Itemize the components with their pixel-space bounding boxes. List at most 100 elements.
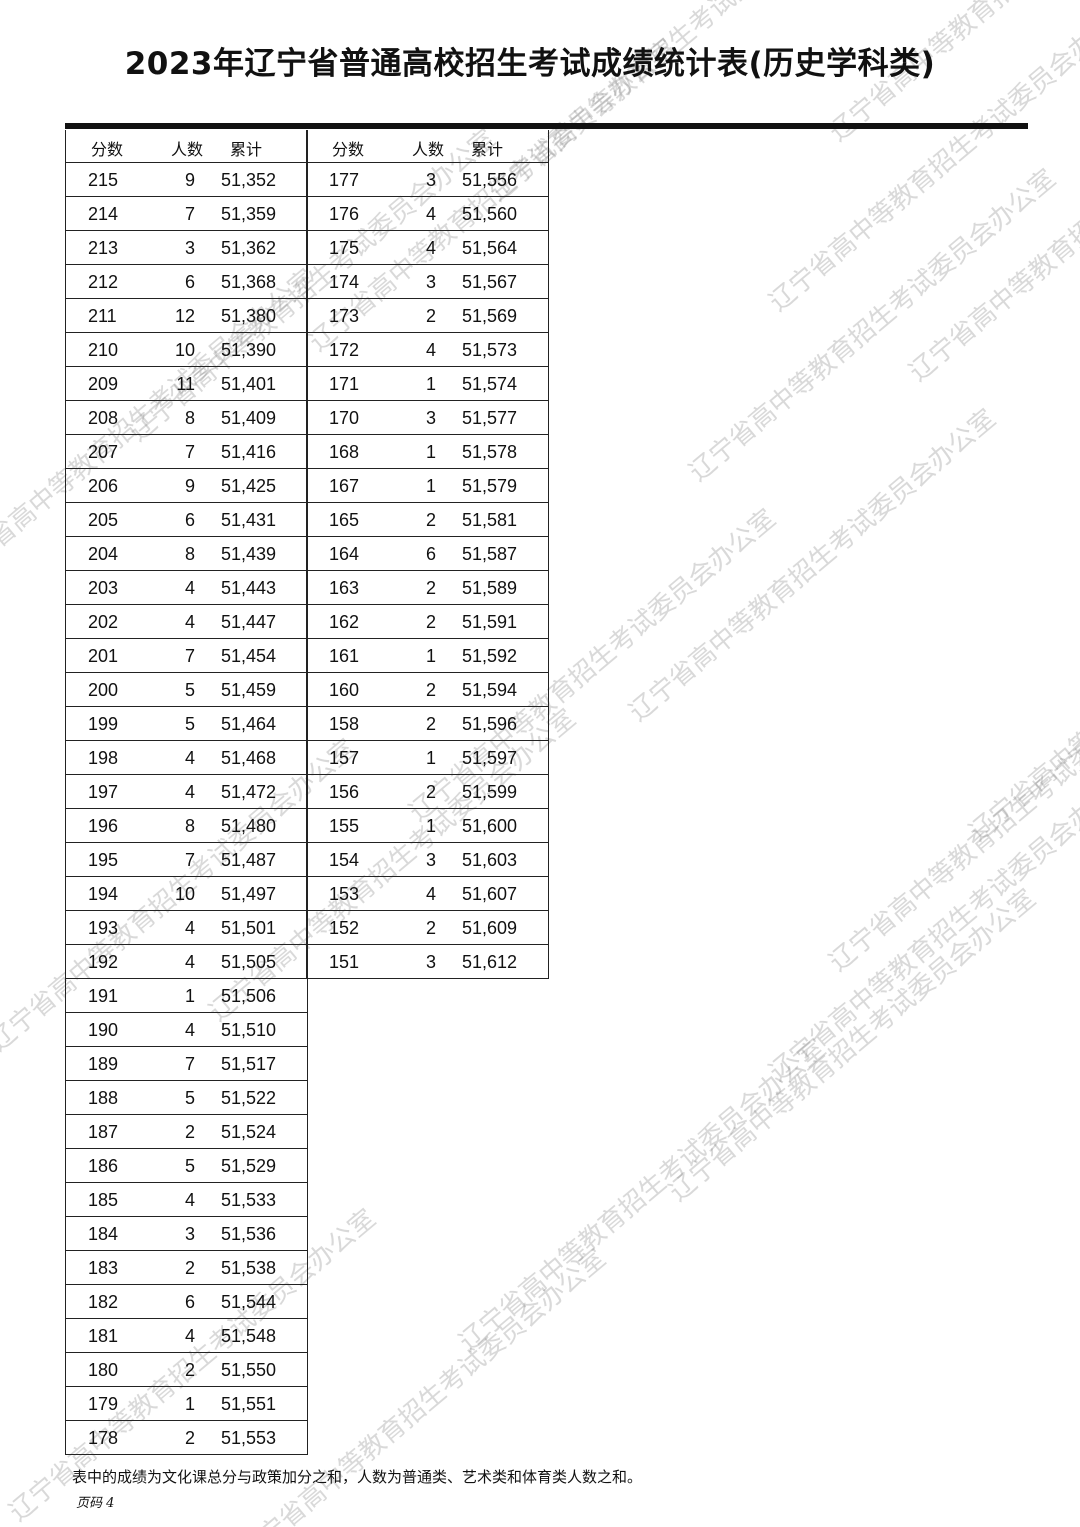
- cell-count: 7: [184, 442, 195, 462]
- cell-score: 188: [88, 1088, 119, 1108]
- cell-count: 10: [174, 884, 195, 904]
- cell-score: 164: [329, 544, 360, 564]
- cell-count: 4: [184, 952, 195, 972]
- cell-count: 2: [425, 680, 436, 700]
- table-row: 152 2 51,609: [307, 911, 548, 945]
- cell-count: 2: [425, 510, 436, 530]
- cell-score: 189: [88, 1054, 119, 1074]
- table-row: 202 4 51,447: [66, 605, 307, 639]
- cell-cumulative: 51,425: [220, 476, 276, 496]
- cell-cumulative: 51,600: [461, 816, 517, 836]
- cell-count: 1: [425, 374, 436, 394]
- table-row: 188 5 51,522: [66, 1081, 307, 1115]
- table-row: 182 6 51,544: [66, 1285, 307, 1319]
- header-score: 分数: [91, 140, 124, 159]
- page-number: 页码 4: [76, 1496, 115, 1511]
- cell-count: 2: [184, 1428, 195, 1448]
- cell-score: 163: [329, 578, 360, 598]
- table-row: 180 2 51,550: [66, 1353, 307, 1387]
- cell-cumulative: 51,567: [461, 272, 517, 292]
- cell-count: 1: [425, 748, 436, 768]
- cell-score: 160: [329, 680, 360, 700]
- table-row: 158 2 51,596: [307, 707, 548, 741]
- cell-cumulative: 51,587: [461, 544, 517, 564]
- cell-cumulative: 51,548: [220, 1326, 276, 1346]
- cell-score: 174: [329, 272, 360, 292]
- cell-score: 172: [329, 340, 360, 360]
- cell-cumulative: 51,597: [461, 748, 517, 768]
- cell-cumulative: 51,487: [220, 850, 276, 870]
- title-rule: [65, 123, 1028, 129]
- cell-score: 157: [329, 748, 360, 768]
- cell-count: 4: [184, 1020, 195, 1040]
- cell-count: 4: [184, 1326, 195, 1346]
- cell-cumulative: 51,550: [220, 1360, 276, 1380]
- cell-score: 181: [88, 1326, 119, 1346]
- cell-count: 4: [184, 748, 195, 768]
- table-row: 161 1 51,592: [307, 639, 548, 673]
- cell-count: 4: [184, 918, 195, 938]
- table-row: 183 2 51,538: [66, 1251, 307, 1285]
- table-row: 199 5 51,464: [66, 707, 307, 741]
- cell-score: 203: [88, 578, 119, 598]
- table-row: 173 2 51,569: [307, 299, 548, 333]
- table-row: 187 2 51,524: [66, 1115, 307, 1149]
- table-row: 186 5 51,529: [66, 1149, 307, 1183]
- cell-score: 173: [329, 306, 360, 326]
- table-row: 211 12 51,380: [66, 299, 307, 333]
- table-row: 210 10 51,390: [66, 333, 307, 367]
- cell-cumulative: 51,581: [461, 510, 517, 530]
- table-row: 181 4 51,548: [66, 1319, 307, 1353]
- cell-cumulative: 51,439: [220, 544, 276, 564]
- cell-score: 165: [329, 510, 360, 530]
- cell-count: 2: [425, 918, 436, 938]
- cell-cumulative: 51,569: [461, 306, 517, 326]
- cell-cumulative: 51,536: [220, 1224, 276, 1244]
- table-row: 205 6 51,431: [66, 503, 307, 537]
- cell-score: 213: [88, 238, 119, 258]
- cell-count: 3: [184, 1224, 195, 1244]
- cell-cumulative: 51,454: [220, 646, 276, 666]
- cell-cumulative: 51,380: [220, 306, 276, 326]
- cell-cumulative: 51,556: [461, 170, 517, 190]
- cell-count: 10: [174, 340, 195, 360]
- cell-cumulative: 51,560: [461, 204, 517, 224]
- table-row: 189 7 51,517: [66, 1047, 307, 1081]
- cell-score: 161: [329, 646, 360, 666]
- cell-count: 7: [184, 204, 195, 224]
- cell-score: 202: [88, 612, 119, 632]
- cell-cumulative: 51,362: [220, 238, 276, 258]
- table-row: 209 11 51,401: [66, 367, 307, 401]
- cell-count: 4: [425, 884, 436, 904]
- watermark-text: 辽宁省高中等教育招生考试委员会办公室: [823, 653, 1080, 978]
- cell-count: 9: [184, 476, 195, 496]
- table-row: 191 1 51,506: [66, 979, 307, 1013]
- cell-cumulative: 51,592: [461, 646, 517, 666]
- cell-cumulative: 51,416: [220, 442, 276, 462]
- table-header: 分数 人数 累计: [66, 130, 307, 163]
- cell-cumulative: 51,544: [220, 1292, 276, 1312]
- table-row: 200 5 51,459: [66, 673, 307, 707]
- cell-count: 4: [184, 1190, 195, 1210]
- cell-cumulative: 51,577: [461, 408, 517, 428]
- cell-score: 204: [88, 544, 119, 564]
- watermark-text: 辽宁省高中等教育招生考试委员会办公室: [763, 763, 1080, 1088]
- cell-count: 3: [425, 952, 436, 972]
- cell-score: 195: [88, 850, 119, 870]
- cell-cumulative: 51,480: [220, 816, 276, 836]
- header-count: 人数: [171, 140, 204, 159]
- cell-cumulative: 51,599: [461, 782, 517, 802]
- cell-cumulative: 51,594: [461, 680, 517, 700]
- cell-score: 198: [88, 748, 119, 768]
- cell-count: 8: [184, 408, 195, 428]
- cell-count: 3: [425, 408, 436, 428]
- cell-cumulative: 51,459: [220, 680, 276, 700]
- table-row: 176 4 51,560: [307, 197, 548, 231]
- table-row: 208 8 51,409: [66, 401, 307, 435]
- cell-count: 3: [425, 850, 436, 870]
- table-row: 164 6 51,587: [307, 537, 548, 571]
- cell-cumulative: 51,447: [220, 612, 276, 632]
- cell-cumulative: 51,589: [461, 578, 517, 598]
- cell-score: 158: [329, 714, 360, 734]
- cell-score: 151: [329, 952, 360, 972]
